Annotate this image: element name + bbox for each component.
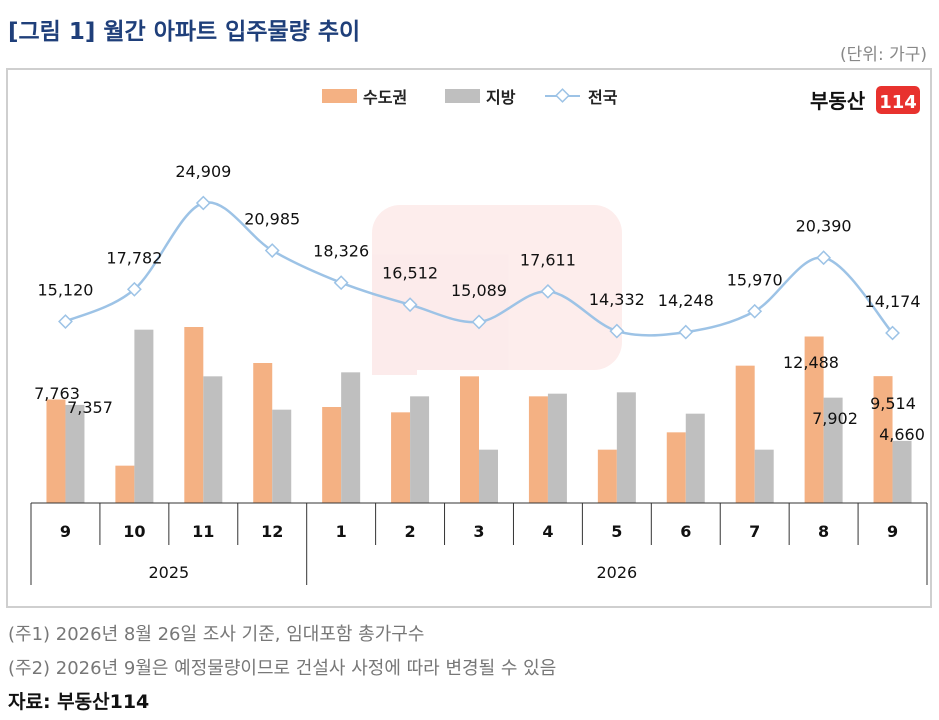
chart-svg: 수도권 지방 전국 부동산 114 15,12017,78224,90920,9… xyxy=(30,86,928,585)
footnote-2: (주2) 2026년 9월은 예정물량이므로 건설사 사정에 따라 변경될 수 … xyxy=(8,658,557,679)
label-national-6: 15,089 xyxy=(451,281,507,300)
label-national-8: 14,332 xyxy=(589,290,645,309)
bar-group xyxy=(46,327,912,503)
bar-capital-5 xyxy=(391,412,411,503)
tick-label-3: 12 xyxy=(261,522,283,541)
label-national-1: 17,782 xyxy=(106,248,162,267)
point-national-12 xyxy=(885,325,900,341)
tick-label-5: 2 xyxy=(405,522,416,541)
tick-label-10: 7 xyxy=(749,522,760,541)
unit-label: (단위: 가구) xyxy=(840,45,927,65)
label-national-10: 15,970 xyxy=(727,270,783,289)
point-national-7 xyxy=(540,283,556,299)
bar-capital-11 xyxy=(804,336,824,503)
bar-regional-5 xyxy=(410,396,430,503)
label-national-3: 20,985 xyxy=(244,210,300,229)
tick-label-8: 5 xyxy=(611,522,622,541)
bar-regional-6 xyxy=(479,449,498,503)
tick-label-7: 4 xyxy=(542,522,553,541)
legend-label-capital: 수도권 xyxy=(363,88,407,107)
label-regional-0: 7,357 xyxy=(67,398,113,417)
logo-text: 부동산 xyxy=(810,89,866,113)
bar-capital-4 xyxy=(322,407,342,503)
bar-regional-12 xyxy=(892,440,912,503)
legend-label-national: 전국 xyxy=(588,88,618,107)
label-national-12: 14,174 xyxy=(865,292,921,311)
bar-capital-1 xyxy=(115,465,135,503)
legend-swatch-regional xyxy=(445,89,480,103)
point-national-8 xyxy=(609,323,625,339)
tick-label-6: 3 xyxy=(473,522,484,541)
label-national-5: 16,512 xyxy=(382,264,438,283)
source-label: 자료: 부동산114 xyxy=(8,691,150,713)
point-national-2 xyxy=(195,195,211,211)
label-regional-12: 4,660 xyxy=(879,425,925,444)
point-national-11 xyxy=(816,250,832,266)
label-regional-11: 7,902 xyxy=(812,409,858,428)
bar-capital-8 xyxy=(597,449,617,503)
point-national-4 xyxy=(333,275,349,291)
label-national-0: 15,120 xyxy=(37,281,93,300)
watermark-logo xyxy=(372,205,622,375)
bar-capital-7 xyxy=(528,396,548,503)
label-capital-12: 9,514 xyxy=(870,394,916,413)
point-national-1 xyxy=(126,281,142,297)
tick-label-1: 10 xyxy=(123,522,145,541)
logo-badge xyxy=(876,86,920,114)
bar-regional-8 xyxy=(616,392,636,503)
bar-regional-2 xyxy=(203,376,223,503)
label-national-11: 20,390 xyxy=(796,217,852,236)
tick-label-0: 9 xyxy=(60,522,71,541)
tick-label-12: 9 xyxy=(887,522,898,541)
footnote-1: (주1) 2026년 8월 26일 조사 기준, 임대포함 총가구수 xyxy=(8,624,425,645)
point-national-6 xyxy=(471,314,487,330)
legend-label-regional: 지방 xyxy=(486,88,516,107)
legend-swatch-capital xyxy=(322,89,357,103)
chart-frame xyxy=(6,68,932,608)
point-national-10 xyxy=(747,303,763,319)
bar-capital-10 xyxy=(735,365,755,503)
point-national-9 xyxy=(678,324,694,340)
point-national-5 xyxy=(402,297,418,313)
tick-label-4: 1 xyxy=(336,522,347,541)
label-national-2: 24,909 xyxy=(175,162,231,181)
bar-capital-2 xyxy=(184,327,204,503)
bar-regional-1 xyxy=(134,329,154,503)
point-national-3 xyxy=(264,243,280,258)
bar-capital-12 xyxy=(873,376,893,503)
chart-title: [그림 1] 월간 아파트 입주물량 추이 xyxy=(8,19,361,45)
label-capital-11: 12,488 xyxy=(783,353,839,372)
year-label-1: 2026 xyxy=(596,563,637,582)
label-capital-0: 7,763 xyxy=(34,384,80,403)
bar-regional-3 xyxy=(272,409,292,503)
label-national-4: 18,326 xyxy=(313,242,369,261)
line-group xyxy=(58,195,900,341)
tick-label-9: 6 xyxy=(680,522,691,541)
bar-regional-4 xyxy=(341,372,361,503)
logo-number: 114 xyxy=(879,92,917,113)
bar-regional-10 xyxy=(754,449,774,503)
point-national-0 xyxy=(58,314,73,329)
bar-capital-9 xyxy=(666,432,686,503)
label-group: 15,120 17,782 24,909 20,985 18,326 16,512 15,0… xyxy=(34,162,925,444)
bar-capital-0 xyxy=(46,399,66,503)
legend: 수도권 지방 전국 xyxy=(322,88,618,107)
bar-capital-6 xyxy=(460,376,479,503)
bar-regional-9 xyxy=(685,413,705,503)
label-national-9: 14,248 xyxy=(658,291,714,310)
label-national-7: 17,611 xyxy=(520,250,576,269)
bar-capital-3 xyxy=(253,363,273,503)
legend-marker-national xyxy=(555,88,570,103)
tick-label-11: 8 xyxy=(818,522,829,541)
bar-regional-7 xyxy=(547,393,567,503)
bar-regional-11 xyxy=(823,397,843,503)
bar-regional-0 xyxy=(65,404,85,503)
tick-label-2: 11 xyxy=(192,522,214,541)
year-label-0: 2025 xyxy=(148,563,189,582)
brand-logo: 부동산 114 xyxy=(810,86,920,114)
